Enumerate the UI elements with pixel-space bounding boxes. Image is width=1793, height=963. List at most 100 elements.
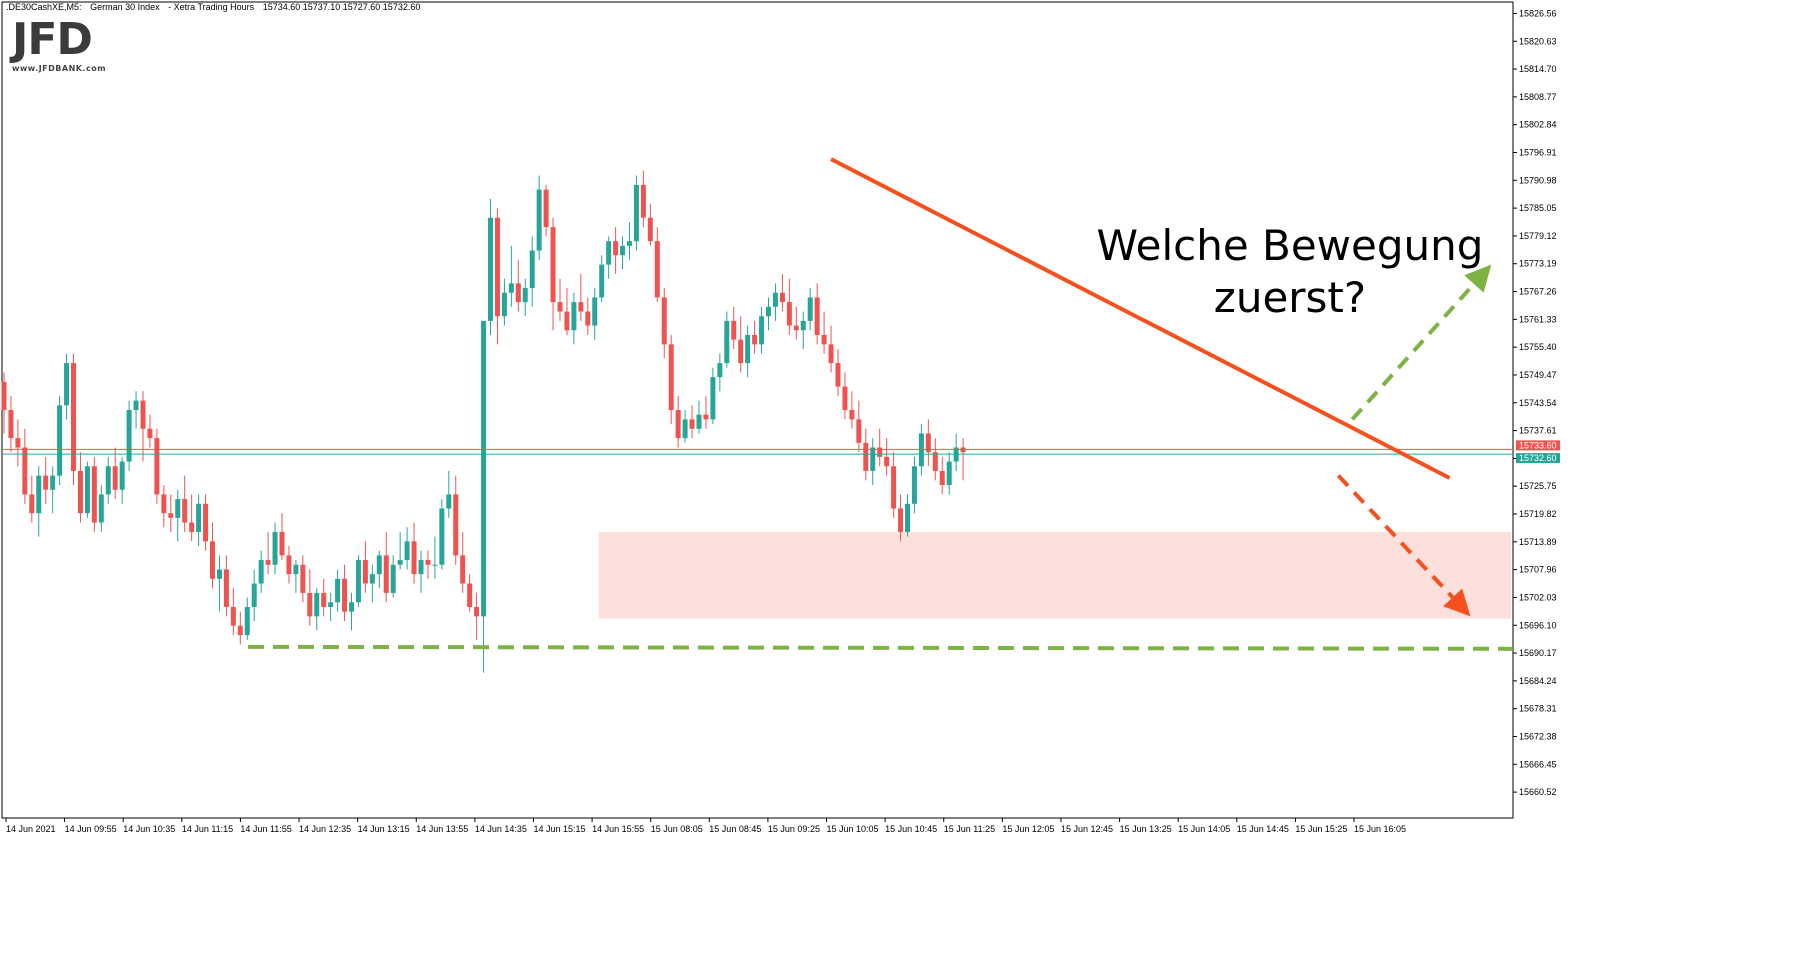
candle-body — [203, 503, 209, 542]
y-tick-label: 15785.05 — [1519, 203, 1557, 213]
x-tick-label: 14 Jun 11:15 — [182, 824, 233, 834]
x-tick-label: 15 Jun 11:25 — [944, 824, 995, 834]
candle-body — [383, 555, 389, 593]
trendline — [830, 157, 1451, 480]
candle-body — [925, 433, 931, 453]
candle-body — [891, 466, 897, 509]
candle-body — [675, 410, 681, 439]
jfd-logo: JFD www.JFDBANK.com — [12, 14, 107, 74]
y-tick-label: 15666.45 — [1519, 759, 1557, 769]
candle-body — [766, 306, 771, 317]
question-line-2: zuerst? — [1214, 273, 1366, 322]
candle-body — [620, 245, 626, 256]
candle-body — [22, 447, 28, 495]
candle-body — [216, 569, 222, 579]
candle-body — [321, 592, 327, 607]
y-tick-label: 15690.17 — [1519, 648, 1557, 658]
candle-body — [856, 419, 862, 443]
demand-zone — [598, 531, 1511, 619]
candle-body — [515, 283, 521, 303]
candle-body — [536, 189, 542, 251]
candle-body — [91, 466, 97, 523]
candle-body — [210, 541, 215, 579]
candle-body — [376, 555, 382, 575]
y-tick-label: 15826.56 — [1519, 8, 1557, 18]
y-tick-label: 15749.47 — [1519, 370, 1557, 380]
bid-price-label: 15733.60 — [1519, 440, 1557, 450]
candle-body — [84, 466, 90, 514]
candle-body — [397, 560, 403, 565]
x-tick-label: 14 Jun 15:55 — [592, 824, 644, 834]
x-tick-label: 15 Jun 08:45 — [709, 824, 761, 834]
candle-body — [571, 302, 577, 331]
y-tick-label: 15767.26 — [1519, 287, 1557, 297]
candle-body — [828, 344, 834, 364]
x-tick-label: 15 Jun 09:25 — [768, 824, 820, 834]
candle-body — [362, 560, 368, 584]
question-line-1: Welche Bewegung — [1097, 221, 1484, 270]
arrow-down-shaft — [1336, 474, 1455, 599]
x-tick-label: 14 Jun 13:55 — [416, 824, 468, 834]
y-tick-label: 15779.12 — [1519, 231, 1557, 241]
candle-body — [793, 325, 799, 331]
y-tick-label: 15761.33 — [1519, 314, 1557, 324]
candle-body — [189, 522, 195, 532]
logo-mark: JFD — [12, 14, 93, 65]
y-tick-label: 15702.03 — [1519, 592, 1557, 602]
logo-url: www.JFDBANK.com — [12, 64, 107, 73]
session-label: - Xetra Trading Hours — [168, 2, 255, 12]
ohlc-values: 15734.60 15737.10 15727.60 15732.60 — [262, 2, 421, 12]
candle-body — [488, 217, 493, 321]
candle-body — [439, 508, 445, 565]
x-tick-label: 14 Jun 12:35 — [299, 824, 351, 834]
candle-body — [474, 606, 480, 617]
y-tick-label: 15808.77 — [1519, 92, 1557, 102]
candle-body — [759, 316, 765, 345]
candle-body — [369, 574, 375, 584]
x-tick-label: 15 Jun 15:25 — [1295, 824, 1347, 834]
y-tick-label: 15743.54 — [1519, 398, 1557, 408]
y-tick-label: 15814.70 — [1519, 64, 1557, 74]
candle-body — [877, 447, 883, 457]
y-tick-label: 15820.63 — [1519, 36, 1557, 46]
candle-body — [800, 320, 806, 331]
candle-body — [307, 592, 313, 617]
candle-body — [682, 419, 688, 439]
candle-body — [745, 334, 751, 364]
candle-body — [842, 386, 848, 410]
candle-body — [494, 217, 500, 317]
candle-body — [175, 499, 181, 518]
ask-price-box — [1516, 453, 1560, 464]
candle-body — [898, 508, 904, 532]
candle-body — [814, 297, 820, 335]
candle-body — [689, 419, 695, 429]
candle-body — [161, 494, 167, 514]
candle-body — [43, 475, 49, 490]
candle-body — [453, 494, 459, 556]
candle-body — [460, 555, 466, 584]
support-line — [247, 644, 1513, 651]
candle-body — [654, 241, 660, 298]
candle-body — [126, 410, 132, 462]
y-tick-label: 15719.82 — [1519, 509, 1557, 519]
x-tick-label: 15 Jun 14:05 — [1178, 824, 1230, 834]
candle-body — [599, 264, 605, 298]
candle-body — [404, 541, 410, 561]
y-tick-label: 15802.84 — [1519, 120, 1557, 130]
y-tick-label: 15755.40 — [1519, 342, 1557, 352]
candle-body — [57, 405, 63, 476]
candle-body — [467, 583, 473, 607]
candle-body — [418, 560, 424, 575]
candle-body — [564, 311, 570, 331]
x-tick-label: 14 Jun 15:15 — [533, 824, 585, 834]
candle-body — [112, 466, 118, 490]
arrow-up-head — [1464, 264, 1492, 293]
candle-body — [98, 494, 104, 523]
candle-body — [105, 466, 111, 495]
symbol-label: .DE30CashXE,M5: — [6, 2, 82, 12]
candle-body — [432, 564, 438, 566]
y-tick-label: 15713.89 — [1519, 537, 1557, 547]
candle-body — [835, 363, 841, 387]
x-tick-label: 14 Jun 14:35 — [475, 824, 527, 834]
